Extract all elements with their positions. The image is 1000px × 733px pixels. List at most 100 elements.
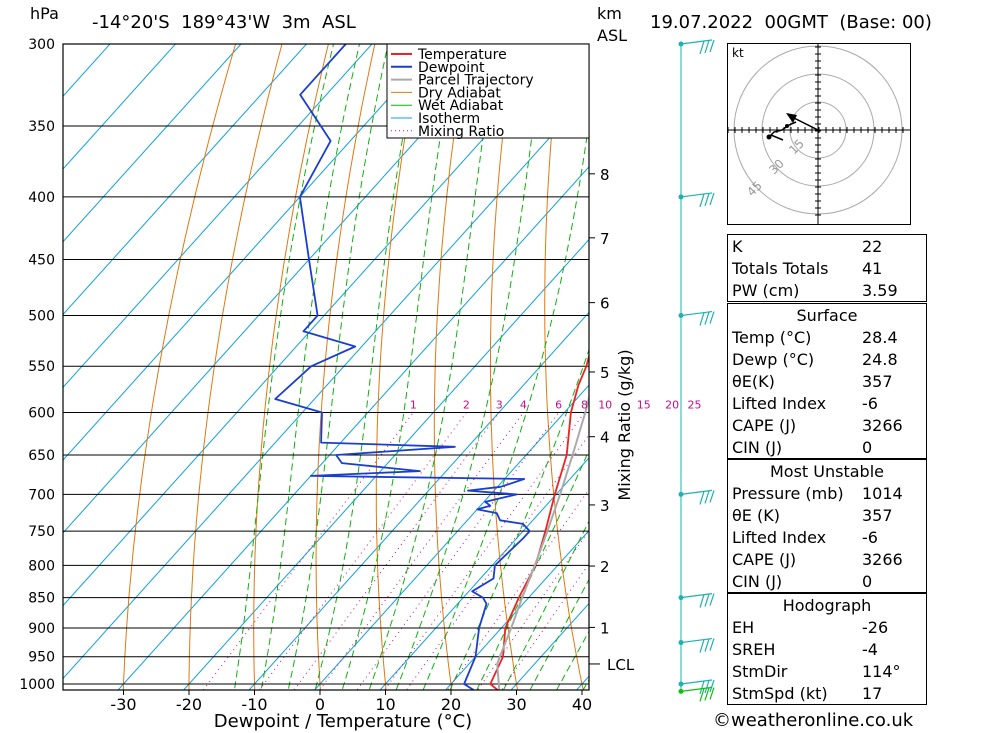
hodograph-point: [766, 134, 772, 140]
mixing-ratio-value-label: 3: [496, 398, 503, 411]
dry-adiabat-line: [253, 44, 329, 690]
mixing-ratio-line: [202, 412, 414, 690]
index-row: StmSpd (kt) 17: [732, 683, 883, 703]
wind-barb: [680, 489, 715, 505]
surface-title: Surface: [796, 305, 858, 325]
hodograph-point: [785, 124, 789, 128]
mixing-ratio-value-label: 10: [598, 398, 612, 411]
wet-adiabat-line: [422, 119, 589, 690]
isotherm-line: [117, 166, 589, 690]
mixing-ratio-line: [501, 562, 589, 690]
wind-barb: [680, 637, 715, 653]
temp-tick-label: 10: [375, 695, 395, 714]
mixing-ratio-value-label: 15: [637, 398, 651, 411]
wet-adiabat-line: [556, 630, 589, 690]
temp-tick-label: 0: [315, 695, 325, 714]
isotherm-line: [182, 238, 589, 690]
height-tick-label: 1: [600, 619, 610, 637]
isotherm-line: [63, 44, 242, 243]
pressure-axis: 300 350 400 450 500 550 600 650 700 750 800 850 900 9…: [19, 37, 55, 693]
legend-label: Dewpoint: [418, 60, 485, 76]
isotherm-line: [63, 44, 177, 170]
temp-tick-label: -30: [110, 695, 136, 714]
mixing-ratio-value-label: 4: [520, 398, 527, 411]
height-tick-label: 6: [600, 295, 610, 313]
index-row: Lifted Index -6: [732, 393, 878, 413]
index-row: Dewp (°C) 24.8: [732, 349, 898, 369]
temp-tick-label: 20: [441, 695, 461, 714]
pressure-tick-label: 550: [28, 359, 55, 375]
index-row: SREH -4: [732, 639, 878, 659]
wind-barbs: [678, 39, 715, 702]
pressure-tick-label: 350: [28, 119, 55, 135]
wet-adiabat-line: [502, 519, 589, 690]
pressure-tick-label: 1000: [19, 677, 55, 693]
legend-label: Mixing Ratio: [418, 124, 504, 140]
legend-label: Temperature: [417, 47, 507, 63]
hodograph-unit: kt: [732, 46, 744, 60]
height-tick-label: 7: [600, 230, 610, 248]
temp-tick-label: -10: [241, 695, 267, 714]
mixing-ratio-value-label: 25: [688, 398, 702, 411]
indices-basic-table: K 22 Totals Totals 41 PW (cm) 3.59: [727, 234, 927, 302]
wet-adiabat-line: [341, 44, 457, 690]
legend-label: Isotherm: [418, 111, 480, 127]
pressure-tick-label: 400: [28, 190, 55, 206]
index-row: EH -26: [732, 617, 889, 637]
temp-tick-label: 30: [506, 695, 526, 714]
pressure-tick-label: 900: [28, 621, 55, 637]
most-unstable-title: Most Unstable: [770, 461, 884, 481]
dry-adiabat-line: [926, 0, 1000, 710]
index-row: CAPE (J) 3266: [732, 549, 903, 569]
parcel-trajectory-curve: [496, 394, 589, 690]
wet-adiabat-line: [529, 578, 589, 690]
pressure-tick-label: 950: [28, 650, 55, 666]
index-row: Totals Totals 41: [732, 258, 883, 278]
mixing-ratio-value-label: 1: [410, 398, 417, 411]
hodograph-trace: [767, 121, 797, 139]
pressure-tick-label: 750: [28, 524, 55, 540]
height-tick-label: 8: [600, 166, 610, 184]
dewpoint-curve: [274, 44, 531, 690]
hodograph: kt 15 30 45: [727, 43, 911, 225]
height-unit-asl: ASL: [597, 26, 628, 45]
location-title: -14°20'S 189°43'W 3m ASL: [92, 12, 356, 33]
dry-adiabat-line: [970, 0, 1000, 710]
height-unit-km: km: [597, 4, 622, 23]
dry-adiabat-line: [315, 44, 376, 690]
legend-label: Parcel Trajectory: [418, 73, 534, 89]
pressure-unit-label: hPa: [30, 4, 59, 23]
temperature-curve: [489, 352, 589, 690]
index-row: Pressure (mb) 1014: [732, 483, 903, 503]
mixing-ratio-axis-label: Mixing Ratio (g/kg): [615, 349, 634, 500]
index-row: StmDir 114°: [732, 661, 901, 681]
wind-barb: [680, 593, 715, 608]
wet-adiabat-line: [260, 44, 361, 690]
mixing-ratio-value-label: 6: [555, 398, 562, 411]
hodograph-title: Hodograph: [782, 595, 872, 615]
index-row: θE (K) 357: [732, 505, 893, 525]
pressure-tick-label: 650: [28, 448, 55, 464]
dry-adiabat-line: [122, 44, 237, 690]
isotherm-line: [313, 384, 589, 690]
height-axis: 8 7 6 5 4 3 2 1 LCL: [589, 166, 635, 674]
dry-adiabat-line: [188, 44, 283, 690]
index-row: CAPE (J) 3266: [732, 415, 903, 435]
lcl-label: LCL: [607, 656, 635, 674]
isotherm-line: [63, 44, 373, 389]
pressure-tick-label: 600: [28, 405, 55, 421]
wind-barb: [680, 310, 715, 326]
height-tick-label: 4: [600, 429, 610, 447]
mixing-ratio-labels: 1 2 3 4 6 8 10 15 20 25: [410, 398, 702, 411]
height-tick-label: 5: [600, 364, 610, 382]
wind-barb: [680, 686, 715, 702]
isotherm-line: [379, 457, 589, 690]
copyright: ©weatheronline.co.uk: [713, 710, 914, 731]
datetime-title: 19.07.2022 00GMT (Base: 00): [650, 12, 932, 33]
storm-motion-vector: [791, 116, 819, 131]
temp-tick-label: -20: [176, 695, 202, 714]
height-tick-label: 3: [600, 497, 610, 515]
index-row: Lifted Index -6: [732, 527, 878, 547]
